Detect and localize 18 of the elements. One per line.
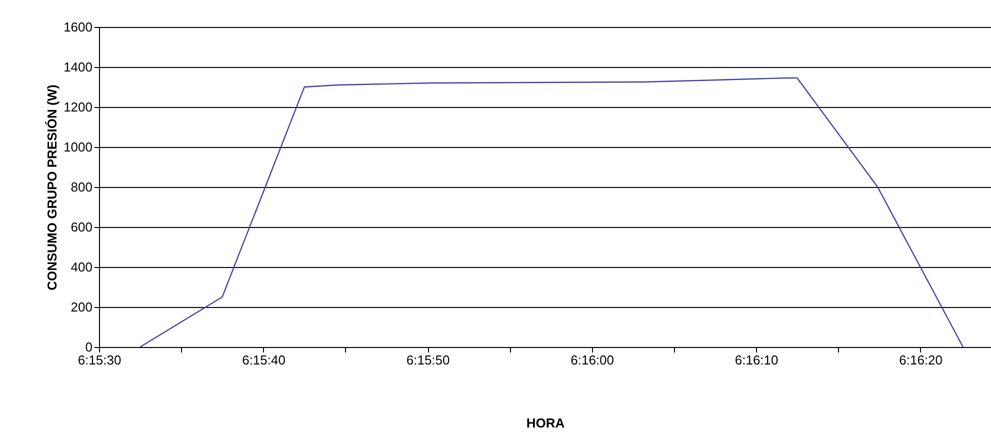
x-tick-label: 6:15:40 bbox=[242, 352, 286, 368]
y-tick-label: 1200 bbox=[64, 100, 92, 114]
y-axis-title: CONSUMO GRUPO PRESIÓN (W) bbox=[44, 84, 60, 290]
y-tick-label: 1600 bbox=[64, 20, 92, 34]
x-tick-label: 6:15:50 bbox=[406, 352, 450, 368]
x-tick-label: 6:16:00 bbox=[570, 352, 614, 368]
y-tick-label: 0 bbox=[85, 340, 92, 354]
y-tick-label: 400 bbox=[70, 260, 92, 274]
x-axis-title: HORA bbox=[526, 416, 566, 430]
x-tick-label: 6:15:30 bbox=[78, 352, 122, 368]
y-tick-label: 800 bbox=[70, 180, 92, 194]
y-tick-label: 600 bbox=[70, 220, 92, 234]
y-tick-label: 200 bbox=[70, 300, 92, 314]
line-series bbox=[140, 77, 964, 347]
y-tick-label: 1000 bbox=[64, 140, 92, 154]
x-tick-label: 6:16:10 bbox=[734, 352, 778, 368]
y-tick-label: 1400 bbox=[64, 60, 92, 74]
x-tick-label: 6:16:20 bbox=[899, 352, 943, 368]
